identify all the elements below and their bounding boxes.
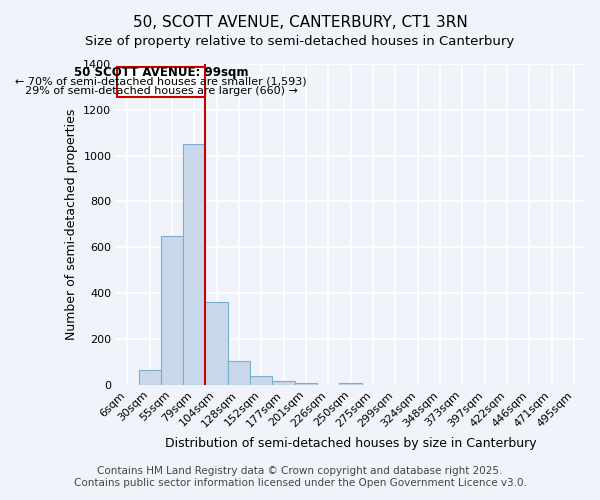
Text: 50 SCOTT AVENUE: 99sqm: 50 SCOTT AVENUE: 99sqm — [74, 66, 248, 79]
Bar — [340, 382, 362, 385]
Text: Size of property relative to semi-detached houses in Canterbury: Size of property relative to semi-detach… — [85, 35, 515, 48]
Bar — [250, 376, 272, 385]
X-axis label: Distribution of semi-detached houses by size in Canterbury: Distribution of semi-detached houses by … — [165, 437, 536, 450]
Bar — [295, 383, 317, 385]
Bar — [228, 361, 250, 385]
Text: 50, SCOTT AVENUE, CANTERBURY, CT1 3RN: 50, SCOTT AVENUE, CANTERBURY, CT1 3RN — [133, 15, 467, 30]
Bar — [183, 144, 205, 385]
Text: ← 70% of semi-detached houses are smaller (1,593): ← 70% of semi-detached houses are smalle… — [16, 77, 307, 87]
Text: 29% of semi-detached houses are larger (660) →: 29% of semi-detached houses are larger (… — [25, 86, 298, 96]
Y-axis label: Number of semi-detached properties: Number of semi-detached properties — [65, 108, 77, 340]
Text: Contains HM Land Registry data © Crown copyright and database right 2025.
Contai: Contains HM Land Registry data © Crown c… — [74, 466, 526, 487]
Bar — [205, 302, 228, 385]
Bar — [139, 370, 161, 385]
Bar — [161, 236, 183, 385]
Bar — [272, 380, 295, 385]
FancyBboxPatch shape — [118, 68, 205, 97]
